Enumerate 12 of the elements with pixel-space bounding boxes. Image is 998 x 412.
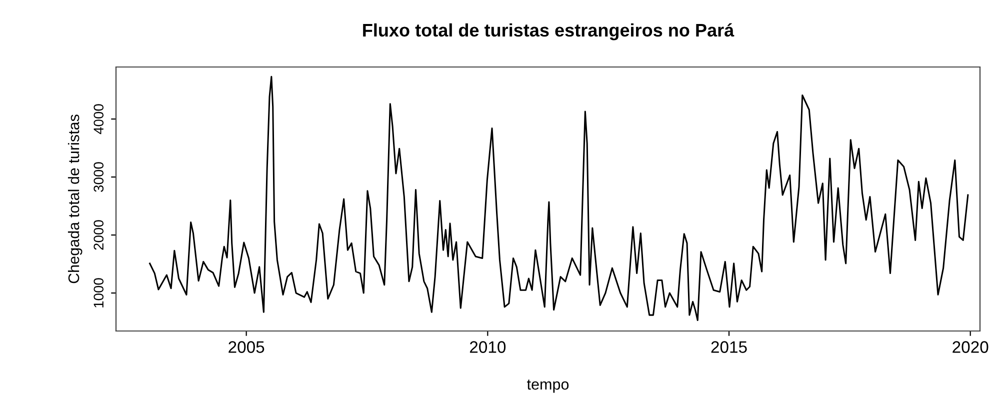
y-tick-label: 1000 <box>94 278 104 308</box>
x-tick-label: 2015 <box>711 341 747 353</box>
y-tick-label: 2000 <box>94 220 104 250</box>
x-axis-title: tempo <box>527 380 569 393</box>
y-tick-label: 3000 <box>94 162 104 192</box>
x-tick-label: 2005 <box>228 341 264 353</box>
line-series <box>149 76 969 322</box>
y-tick-label: 4000 <box>94 104 104 134</box>
x-tick-label: 2020 <box>952 341 988 353</box>
chart-title: Fluxo total de turistas estrangeiros no Pará <box>363 23 734 40</box>
y-axis-title: Chegada total de turistas <box>68 114 82 284</box>
x-tick-label: 2010 <box>470 341 506 353</box>
